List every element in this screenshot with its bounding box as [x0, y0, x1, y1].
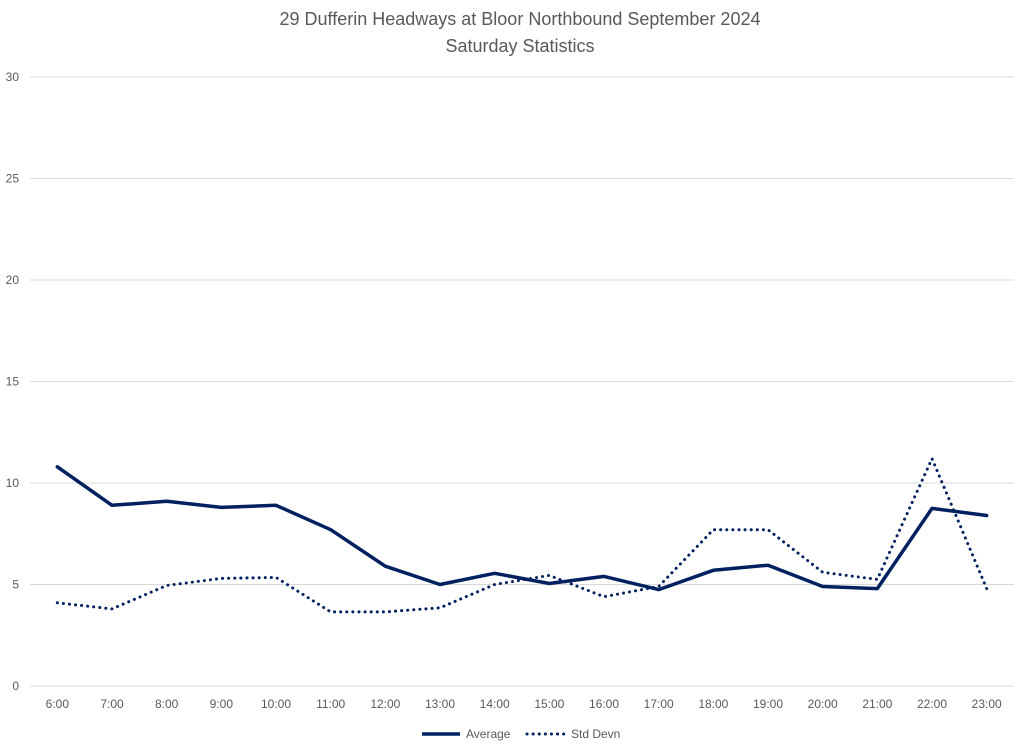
- x-tick-label: 15:00: [534, 697, 564, 711]
- x-tick-label: 12:00: [370, 697, 400, 711]
- x-tick-label: 22:00: [917, 697, 947, 711]
- y-tick-label: 20: [6, 273, 20, 287]
- x-tick-label: 19:00: [753, 697, 783, 711]
- x-tick-label: 16:00: [589, 697, 619, 711]
- chart-title: 29 Dufferin Headways at Bloor Northbound…: [280, 9, 761, 29]
- chart-subtitle: Saturday Statistics: [445, 36, 594, 56]
- y-tick-label: 25: [6, 172, 20, 186]
- x-tick-label: 8:00: [155, 697, 179, 711]
- series-line-average: [55, 465, 989, 592]
- gridlines: [30, 76, 1014, 687]
- x-tick-label: 20:00: [808, 697, 838, 711]
- legend: Average Std Devn: [422, 727, 620, 741]
- x-tick-label: 11:00: [316, 697, 345, 711]
- y-tick-label: 0: [12, 679, 19, 693]
- x-tick-label: 9:00: [210, 697, 234, 711]
- x-tick-label: 14:00: [480, 697, 510, 711]
- y-axis-ticks: 0 5 10 15 20 25 30: [6, 70, 20, 693]
- x-tick-label: 10:00: [261, 697, 291, 711]
- x-tick-label: 17:00: [644, 697, 674, 711]
- y-tick-label: 5: [12, 578, 19, 592]
- y-tick-label: 15: [6, 375, 20, 389]
- x-axis-ticks: 6:00 7:00 8:00 9:00 10:00 11:00 12:00 13:00 14:0…: [46, 697, 1002, 711]
- plot-area: [55, 457, 989, 614]
- x-tick-label: 6:00: [46, 697, 70, 711]
- legend-label: Average: [466, 727, 511, 741]
- y-tick-label: 30: [6, 70, 20, 84]
- x-tick-label: 18:00: [698, 697, 728, 711]
- legend-label: Std Devn: [571, 727, 620, 741]
- x-tick-label: 23:00: [972, 697, 1002, 711]
- x-tick-label: 21:00: [862, 697, 892, 711]
- x-tick-label: 13:00: [425, 697, 455, 711]
- x-tick-label: 7:00: [100, 697, 124, 711]
- y-tick-label: 10: [6, 476, 20, 490]
